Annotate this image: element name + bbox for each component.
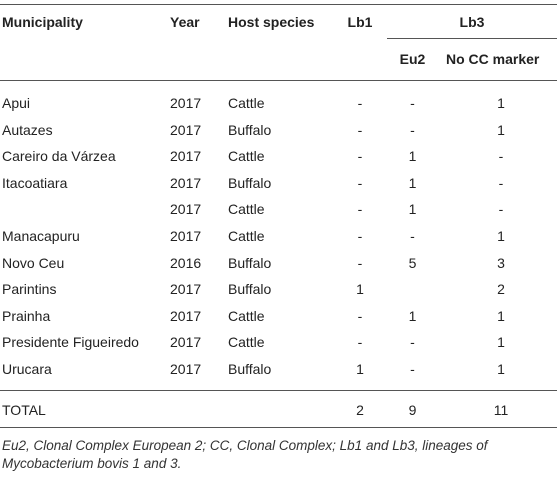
header-bottom-rule	[0, 80, 557, 81]
cell-no-cc: 1	[497, 122, 505, 138]
cell-year: 2017	[170, 95, 202, 111]
table-bottom-rule	[0, 427, 557, 428]
cell-lb1: -	[357, 255, 363, 271]
cell-municipality: Prainha	[2, 308, 51, 324]
cell-eu2: -	[410, 361, 415, 377]
cell-municipality: Parintins	[2, 281, 57, 297]
cell-municipality: Apui	[2, 95, 31, 111]
header-lb1: Lb1	[347, 14, 373, 30]
cell-no-cc: 2	[497, 281, 505, 297]
cell-eu2: -	[410, 228, 415, 244]
cell-host-species: Buffalo	[228, 122, 272, 138]
cell-year: 2016	[170, 255, 202, 271]
cell-municipality: Itacoatiara	[2, 175, 68, 191]
cell-host-species: Buffalo	[228, 361, 272, 377]
cell-lb1: -	[357, 122, 363, 138]
cell-lb1: -	[357, 148, 363, 164]
total-lb1: 2	[356, 402, 364, 418]
header-eu2: Eu2	[399, 51, 426, 67]
cell-host-species: Cattle	[228, 148, 265, 164]
header-year: Year	[170, 14, 200, 30]
cell-host-species: Buffalo	[228, 175, 272, 191]
cell-year: 2017	[170, 361, 202, 377]
cell-year: 2017	[170, 148, 202, 164]
header-lb3: Lb3	[459, 14, 485, 30]
cell-year: 2017	[170, 281, 202, 297]
cell-municipality: Novo Ceu	[2, 255, 65, 271]
cell-lb1: 1	[356, 281, 364, 297]
cell-eu2: 1	[408, 175, 417, 191]
cell-no-cc: -	[498, 148, 504, 164]
cell-eu2: -	[410, 122, 415, 138]
cell-no-cc: 1	[497, 361, 505, 377]
cell-host-species: Cattle	[228, 308, 265, 324]
cell-no-cc: 3	[497, 255, 505, 271]
cell-municipality: Presidente Figueiredo	[2, 334, 139, 350]
cell-lb1: -	[357, 95, 363, 111]
cell-no-cc: -	[498, 175, 504, 191]
cell-lb1: -	[357, 308, 363, 324]
header-municipality: Municipality	[2, 14, 83, 30]
cell-year: 2017	[170, 175, 202, 191]
cell-year: 2017	[170, 334, 202, 350]
cell-municipality: Careiro da Várzea	[2, 148, 116, 164]
cell-municipality: Autazes	[2, 122, 53, 138]
table-footnote: Eu2, Clonal Complex European 2; CC, Clon…	[2, 438, 488, 471]
cell-lb1: 1	[356, 361, 364, 377]
cell-year: 2017	[170, 122, 202, 138]
cell-year: 2017	[170, 201, 202, 217]
total-no-cc: 11	[493, 402, 509, 418]
cell-host-species: Buffalo	[228, 281, 272, 297]
cell-no-cc: 1	[497, 95, 505, 111]
cell-host-species: Buffalo	[228, 255, 272, 271]
cell-municipality: Manacapuru	[2, 228, 80, 244]
cell-no-cc: 1	[497, 228, 505, 244]
cell-eu2: -	[410, 95, 415, 111]
table-top-rule	[0, 4, 557, 5]
cell-host-species: Cattle	[228, 228, 265, 244]
header-no-cc-marker: No CC marker	[446, 51, 540, 67]
cell-eu2: 1	[408, 148, 417, 164]
cell-eu2: 5	[408, 255, 417, 271]
cell-year: 2017	[170, 308, 202, 324]
cell-host-species: Cattle	[228, 95, 265, 111]
lb3-group-rule	[387, 38, 557, 39]
cell-host-species: Cattle	[228, 334, 265, 350]
header-host-species: Host species	[228, 14, 315, 30]
cell-year: 2017	[170, 228, 202, 244]
cell-eu2: 1	[408, 308, 417, 324]
cell-lb1: -	[357, 175, 363, 191]
cell-lb1: -	[357, 334, 363, 350]
cell-lb1: -	[357, 201, 363, 217]
cell-municipality: Urucara	[2, 361, 52, 377]
cell-no-cc: -	[498, 201, 504, 217]
cell-lb1: -	[357, 228, 363, 244]
total-eu2: 9	[408, 402, 417, 418]
cell-no-cc: 1	[497, 334, 505, 350]
total-top-rule	[0, 390, 557, 391]
cell-host-species: Cattle	[228, 201, 265, 217]
cell-eu2: -	[410, 334, 415, 350]
cell-eu2: 1	[408, 201, 417, 217]
total-label: TOTAL	[2, 402, 46, 418]
cell-no-cc: 1	[497, 308, 505, 324]
